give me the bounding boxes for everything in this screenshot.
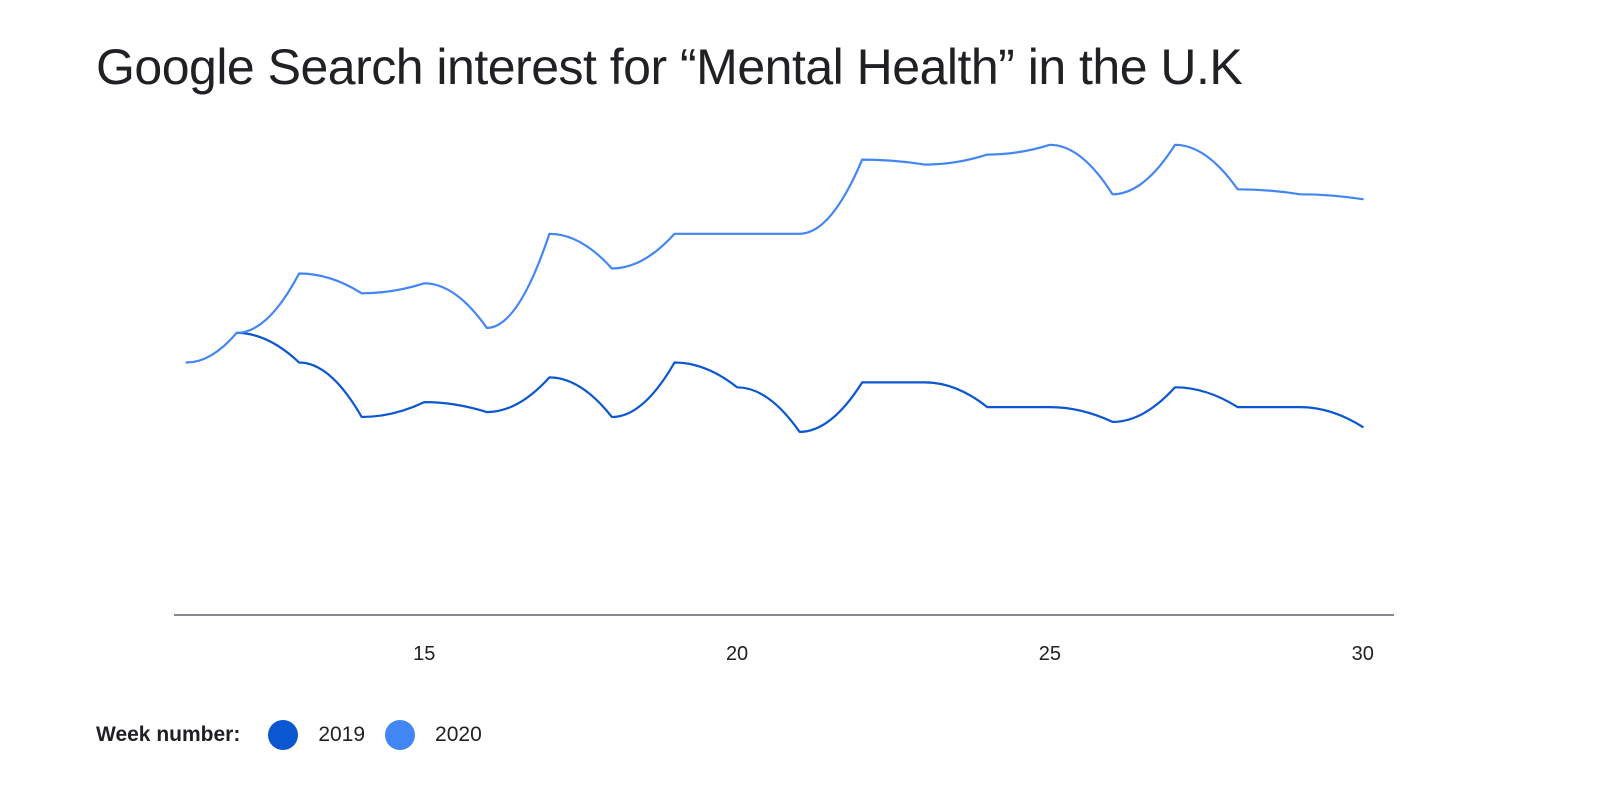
legend-swatch-2019 [268,720,299,750]
legend-label-2020: 2020 [435,723,482,746]
x-tick-label-25: 25 [1039,643,1061,665]
series-line-2020 [185,143,1364,364]
x-tick-label-30: 30 [1352,643,1374,665]
legend-item-2019: 2019 [268,720,365,750]
series-lines [185,143,1364,433]
x-tick-label-15: 15 [413,643,435,665]
x-tick-label-20: 20 [726,643,748,665]
legend-item-2020: 2020 [385,720,482,750]
legend-swatch-2020 [385,720,416,750]
chart-title: Google Search interest for “Mental Healt… [96,39,1243,95]
legend-label-2019: 2019 [318,723,366,746]
legend-title: Week number: [96,723,241,746]
legend: Week number: 2019 2020 [96,720,502,750]
series-line-2019 [235,331,1364,433]
x-axis-ticks: 15 20 25 30 [413,643,1374,665]
